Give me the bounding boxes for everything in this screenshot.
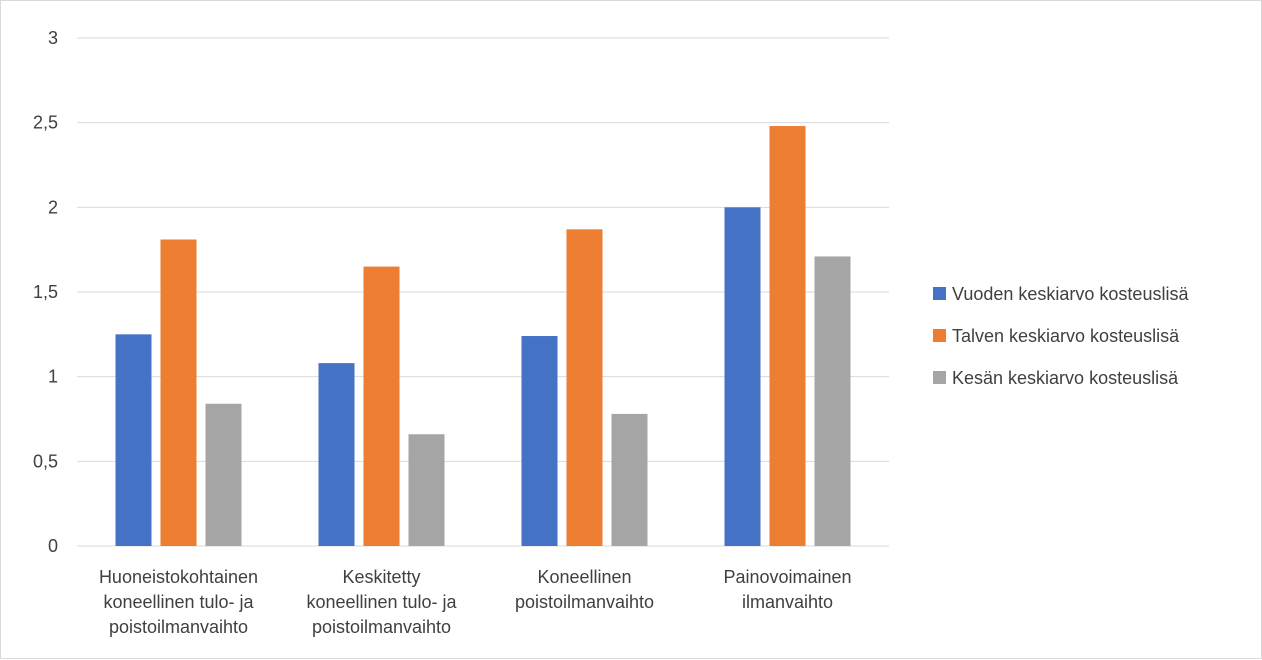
x-category-label-line: Keskitetty: [342, 567, 420, 587]
x-category-label-line: poistoilmanvaihto: [312, 617, 451, 637]
legend: Vuoden keskiarvo kosteuslisä Talven keski…: [933, 284, 1189, 388]
y-axis-ticks: 0 0,5 1 1,5 2 2,5 3: [33, 28, 58, 556]
bar-2-3: [567, 229, 603, 546]
bar-3-3: [612, 414, 648, 546]
legend-swatch: [933, 287, 946, 300]
x-category-label-line: koneellinen tulo- ja: [306, 592, 457, 612]
x-category-label-line: Painovoimainen: [723, 567, 851, 587]
x-category-label: Painovoimainen ilmanvaihto: [723, 567, 851, 612]
y-tick-label: 2,5: [33, 113, 58, 133]
x-category-label-line: Huoneistokohtainen: [99, 567, 258, 587]
bar-3-1: [206, 404, 242, 546]
y-tick-label: 2: [48, 197, 58, 217]
y-tick-label: 0,5: [33, 451, 58, 471]
x-axis-categories: Huoneistokohtainen koneellinen tulo- ja po…: [99, 567, 852, 637]
x-category-label: Koneellinen poistoilmanvaihto: [515, 567, 654, 612]
y-tick-label: 3: [48, 28, 58, 48]
legend-swatch: [933, 371, 946, 384]
bar-3-4: [815, 256, 851, 546]
x-category-label-line: Koneellinen: [537, 567, 631, 587]
x-category-label-line: poistoilmanvaihto: [515, 592, 654, 612]
y-tick-label: 1: [48, 367, 58, 387]
bars: [116, 126, 851, 546]
bar-2-4: [770, 126, 806, 546]
legend-label: Vuoden keskiarvo kosteuslisä: [952, 284, 1189, 304]
x-category-label: Keskitetty koneellinen tulo- ja poistoilma…: [306, 567, 457, 637]
gridlines: [77, 38, 889, 546]
legend-label: Talven keskiarvo kosteuslisä: [952, 326, 1180, 346]
bar-2-2: [364, 267, 400, 546]
bar-3-2: [409, 434, 445, 546]
y-tick-label: 1,5: [33, 282, 58, 302]
x-category-label: Huoneistokohtainen koneellinen tulo- ja po…: [99, 567, 258, 637]
bar-1-4: [725, 207, 761, 546]
y-tick-label: 0: [48, 536, 58, 556]
x-category-label-line: poistoilmanvaihto: [109, 617, 248, 637]
x-category-label-line: koneellinen tulo- ja: [103, 592, 254, 612]
legend-swatch: [933, 329, 946, 342]
bar-2-1: [161, 240, 197, 546]
bar-1-1: [116, 334, 152, 546]
x-category-label-line: ilmanvaihto: [742, 592, 833, 612]
legend-label: Kesän keskiarvo kosteuslisä: [952, 368, 1179, 388]
bar-1-2: [319, 363, 355, 546]
bar-1-3: [522, 336, 558, 546]
